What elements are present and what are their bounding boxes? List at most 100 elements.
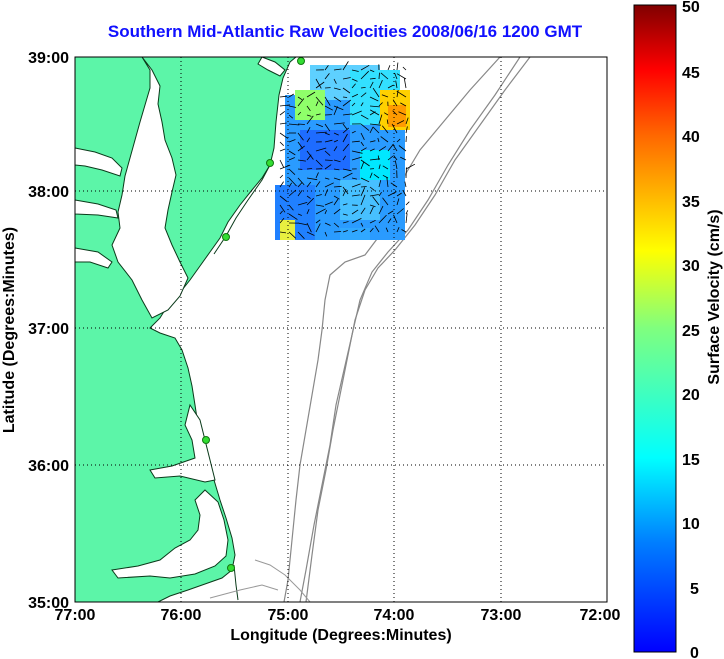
velocity-arrow <box>333 78 337 84</box>
velocity-arrow <box>306 197 314 206</box>
velocity-arrow <box>333 68 342 71</box>
velocity-arrow <box>393 155 398 161</box>
velocity-arrow <box>351 150 363 154</box>
velocity-arrow <box>306 181 312 188</box>
velocity-arrow <box>333 159 341 163</box>
velocity-arrow <box>315 204 325 207</box>
velocity-arrow <box>396 120 405 125</box>
velocity-arrow <box>333 132 339 136</box>
velocity-arrow <box>400 156 407 161</box>
bay-inlets <box>75 147 123 269</box>
velocity-arrow <box>297 182 303 188</box>
colorbar-tick-label: 5 <box>690 581 699 598</box>
velocity-arrow <box>288 231 297 239</box>
velocity-arrow <box>342 168 352 172</box>
velocity-arrow <box>288 150 296 156</box>
velocity-arrow <box>360 141 365 147</box>
velocity-arrow <box>360 114 369 120</box>
velocity-arrow <box>288 93 295 98</box>
velocity-arrow <box>342 123 348 130</box>
velocity-arrow <box>297 123 305 125</box>
station-marker <box>266 159 274 167</box>
velocity-arrow <box>395 80 398 89</box>
velocity-arrow <box>333 198 339 206</box>
velocity-arrow <box>279 217 285 224</box>
velocity-arrow <box>391 123 398 134</box>
velocity-arrow <box>396 198 400 206</box>
velocity-arrow <box>405 163 416 170</box>
velocity-arrow <box>333 146 338 152</box>
velocity-arrow <box>333 96 342 103</box>
velocity-arrow <box>369 109 380 116</box>
velocity-arrow <box>324 65 329 71</box>
velocity-arrow <box>351 83 356 89</box>
x-tick-label: 77:00 <box>55 607 96 624</box>
y-tick-label: 35:00 <box>28 595 69 612</box>
velocity-arrow <box>403 78 407 89</box>
velocity-arrow <box>288 123 300 126</box>
velocity-arrow <box>351 110 362 116</box>
velocity-arrow <box>333 231 342 233</box>
velocity-arrow <box>351 177 357 180</box>
colorbar-tick-label: 10 <box>682 516 700 533</box>
velocity-arrow <box>306 222 312 233</box>
x-tick-label: 73:00 <box>481 607 522 624</box>
velocity-arrow <box>378 164 381 170</box>
velocity-arrow <box>387 218 392 224</box>
station-marker <box>227 564 235 572</box>
velocity-arrow <box>324 139 333 143</box>
station-marker <box>202 436 210 444</box>
velocity-arrow <box>380 72 389 80</box>
velocity-arrow <box>297 132 304 141</box>
velocity-arrow <box>369 81 374 89</box>
velocity-arrow <box>405 213 408 224</box>
velocity-arrow <box>306 137 311 143</box>
velocity-arrow <box>377 155 380 161</box>
y-tick-label: 39:00 <box>28 50 69 67</box>
velocity-arrow <box>378 146 387 152</box>
velocity-arrow <box>315 223 321 233</box>
bathymetry-contour-4 <box>209 559 311 602</box>
velocity-arrow <box>306 105 311 112</box>
velocity-arrow <box>378 102 383 107</box>
station-marker <box>222 233 230 241</box>
velocity-arrow <box>396 192 402 197</box>
velocity-arrow <box>315 81 325 89</box>
velocity-arrow <box>288 204 294 211</box>
velocity-arrow <box>324 177 330 180</box>
velocity-arrow <box>333 177 341 181</box>
velocity-arrow <box>351 78 358 82</box>
velocity-arrow <box>279 159 285 168</box>
velocity-arrow <box>306 195 311 199</box>
velocity-arrow <box>369 186 375 191</box>
velocity-arrow <box>387 65 391 71</box>
velocity-arrow <box>392 143 398 152</box>
velocity-arrow <box>404 181 407 188</box>
velocity-arrow <box>324 73 330 80</box>
velocity-arrow <box>396 90 407 98</box>
velocity-arrow <box>402 66 407 71</box>
velocity-arrow <box>372 126 380 134</box>
velocity-arrow <box>405 126 408 134</box>
velocity-arrow <box>360 92 367 98</box>
colorbar-tick-label: 25 <box>682 323 700 340</box>
velocity-arrow <box>382 197 389 206</box>
velocity-arrow <box>288 189 297 197</box>
y-tick-label: 37:00 <box>28 321 69 338</box>
velocity-arrow <box>306 114 312 117</box>
velocity-arrow <box>374 225 380 233</box>
colorbar-tick-label: 40 <box>682 129 700 146</box>
velocity-arrow <box>378 214 387 224</box>
velocity-arrow <box>324 189 328 197</box>
velocity-arrow <box>401 229 407 233</box>
velocity-arrow <box>369 206 374 215</box>
velocity-arrow <box>369 77 376 80</box>
velocity-arrow <box>369 96 379 102</box>
velocity-arrow <box>396 208 404 215</box>
velocity-arrow <box>369 172 373 179</box>
velocity-arrow <box>351 156 363 161</box>
velocity-arrow <box>297 111 302 116</box>
velocity-arrow <box>288 157 295 161</box>
chesapeake-bay <box>111 57 189 319</box>
chart-title: Southern Mid-Atlantic Raw Velocities 200… <box>107 22 583 41</box>
